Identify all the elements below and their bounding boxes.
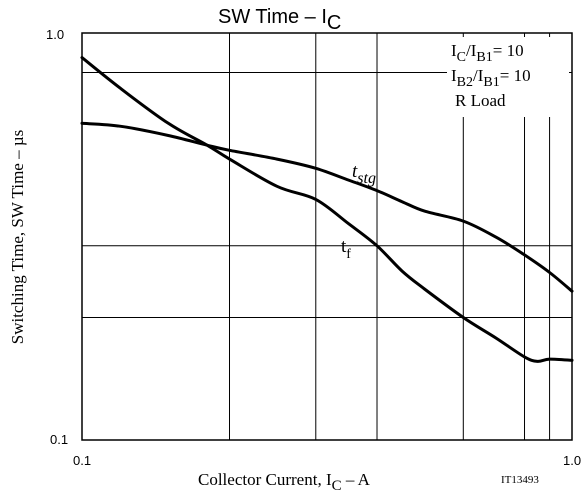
y-tick-label-bottom: 0.1 — [50, 432, 68, 447]
x-tick-label-left: 0.1 — [73, 453, 91, 468]
y-axis-label: Switching Time, SW Time – µs — [8, 130, 27, 345]
y-tick-label-top: 1.0 — [46, 27, 64, 42]
condition-ic-ib1: IC/IB1= 10 — [451, 41, 524, 65]
figure-code: IT13493 — [501, 474, 539, 486]
x-tick-label-right: 1.0 — [563, 453, 581, 468]
series-line-tstg — [80, 121, 574, 293]
test-conditions: IC/IB1= 10 IB2/IB1= 10 R Load — [447, 37, 569, 117]
condition-r-load: R Load — [455, 91, 506, 110]
plot-frame — [81, 32, 573, 441]
series-label-tstg: tstg — [352, 161, 376, 187]
condition-ib2-ib1: IB2/IB1= 10 — [451, 66, 531, 90]
chart-title: SW Time – IC — [218, 6, 341, 34]
x-axis-label: Collector Current, IC – A — [198, 470, 371, 491]
series-layer — [80, 56, 574, 363]
series-label-tf: tf — [341, 236, 351, 262]
series-line-tf — [80, 56, 574, 363]
